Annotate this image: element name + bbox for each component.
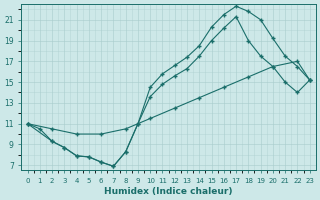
X-axis label: Humidex (Indice chaleur): Humidex (Indice chaleur): [104, 187, 233, 196]
